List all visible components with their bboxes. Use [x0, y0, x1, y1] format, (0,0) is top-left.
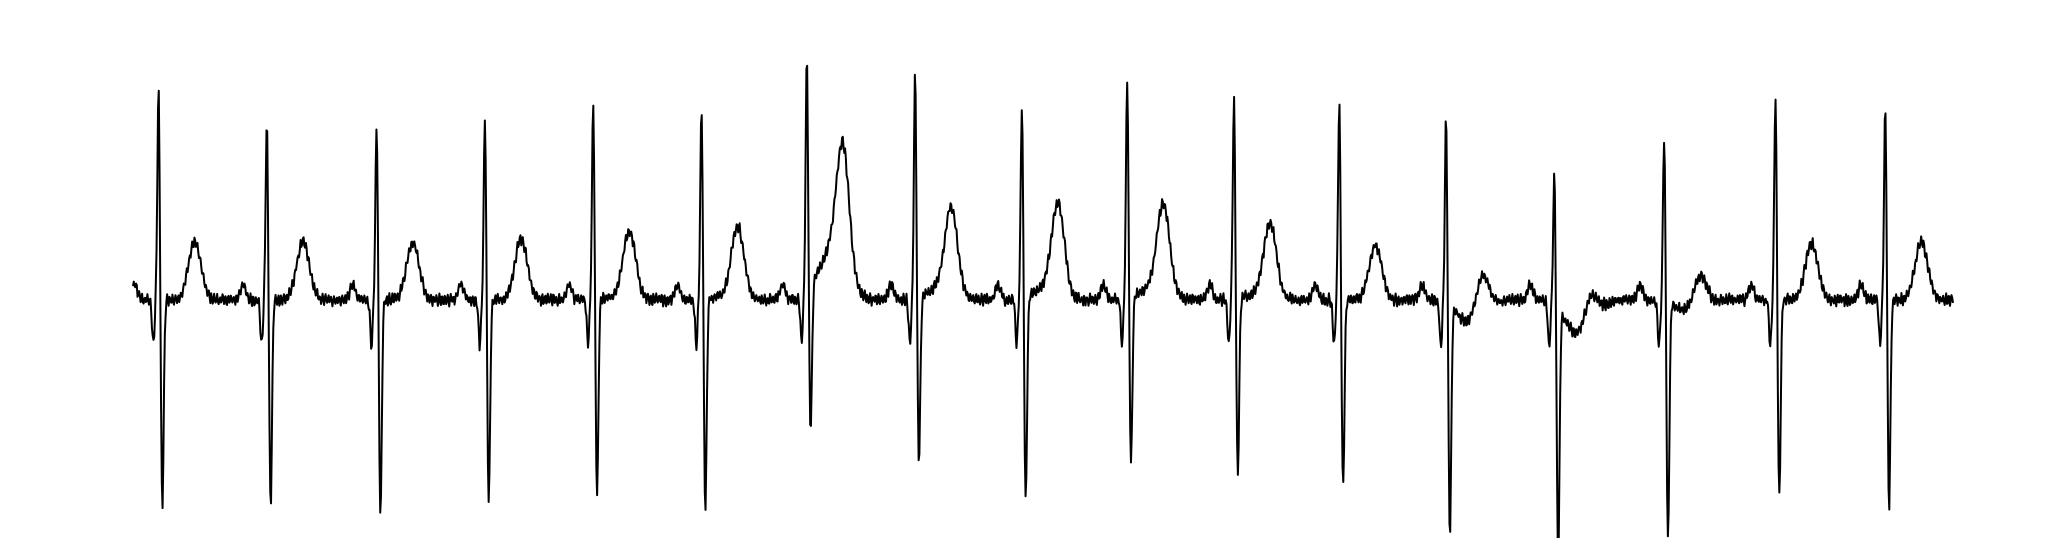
r-peak-point	[1663, 136, 1665, 138]
r-peak-point	[376, 126, 378, 128]
r-peak-point	[592, 103, 594, 105]
r-peak-point	[266, 121, 268, 123]
r-peak-point	[1884, 106, 1886, 108]
ecg-trace-group	[132, 56, 1954, 538]
r-peak-point	[701, 107, 703, 109]
r-peak-point	[806, 56, 808, 58]
r-peak-point	[1775, 95, 1777, 97]
r-peak-point	[1126, 79, 1128, 81]
r-peak-point	[1021, 104, 1023, 106]
r-peak-point	[1445, 118, 1447, 120]
ecg-series-line	[132, 64, 1954, 538]
r-peak-point	[158, 88, 160, 90]
